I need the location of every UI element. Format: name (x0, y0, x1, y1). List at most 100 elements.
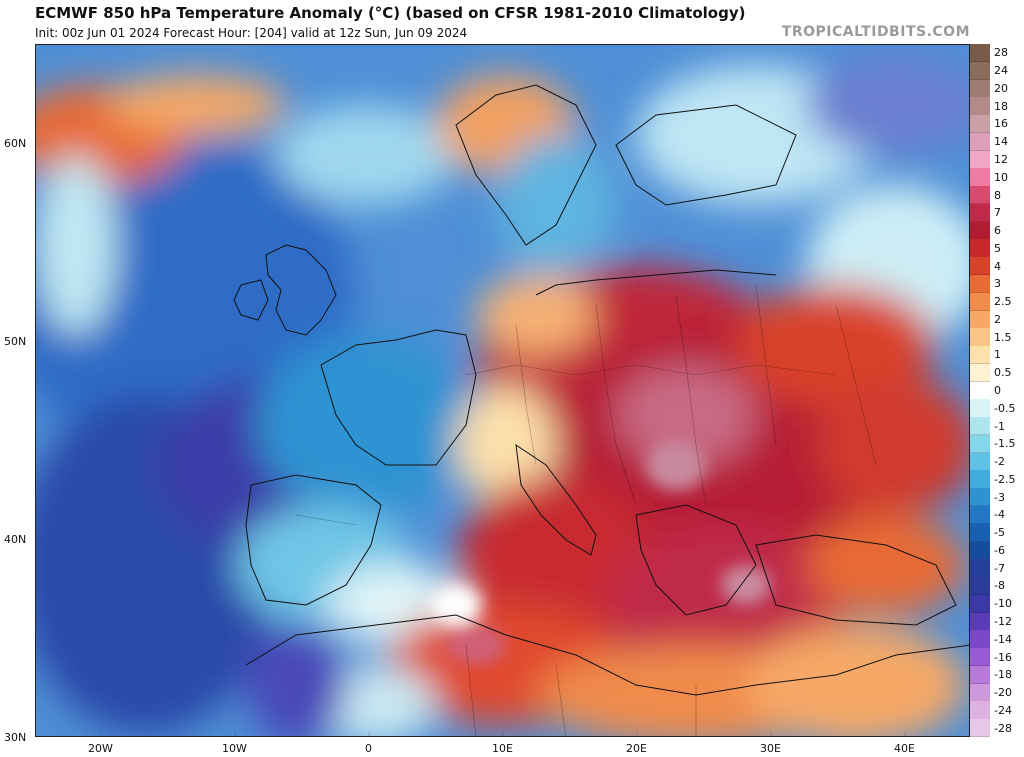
colorbar-swatch (970, 257, 990, 276)
colorbar-label: 8 (994, 188, 1001, 202)
france-coast (320, 329, 477, 466)
colorbar-label: -18 (994, 668, 1012, 682)
colorbar-label: 1 (994, 348, 1001, 362)
colorbar-swatch (970, 434, 990, 454)
colorbar-swatch (970, 132, 990, 152)
colorbar-label: 0.5 (994, 366, 1012, 380)
colorbar-swatch (970, 399, 990, 418)
lon-label-10e: 10E (492, 742, 513, 755)
colorbar-swatch (970, 648, 990, 667)
colorbar-label: 7 (994, 206, 1001, 220)
lon-label-10w: 10W (222, 742, 247, 755)
lon-label-30e: 30E (760, 742, 781, 755)
lat-label-60n: 60N (4, 137, 27, 150)
colorbar-label: -1.5 (994, 437, 1016, 451)
colorbar-swatch (970, 506, 990, 525)
run-info: Init: 00z Jun 01 2024 Forecast Hour: [20… (35, 26, 468, 40)
borders (295, 284, 877, 736)
colorbar-swatch (970, 683, 990, 702)
colorbar-label: -10 (994, 597, 1012, 611)
italy-coast (515, 443, 597, 556)
colorbar-swatch (970, 577, 990, 596)
colorbar-swatch (970, 612, 990, 631)
lon-label-20w: 20W (88, 742, 113, 755)
colorbar-label: 12 (994, 153, 1008, 166)
colorbar-swatch (970, 701, 990, 720)
colorbar-label: -28 (994, 721, 1012, 735)
lon-label-0: 0 (365, 742, 372, 755)
iberia-coast (245, 474, 382, 606)
finland-coast (615, 104, 797, 206)
colorbar-label: 16 (994, 117, 1008, 131)
colorbar-swatch (970, 665, 990, 685)
colorbar-swatch (970, 115, 990, 134)
colorbar-label: -0.5 (994, 401, 1016, 415)
colorbar-swatch (970, 346, 990, 365)
colorbar-label: -1 (994, 419, 1005, 433)
colorbar-label: 6 (994, 224, 1001, 238)
colorbar-label: 0 (994, 384, 1001, 397)
colorbar-label: 2.5 (994, 295, 1012, 309)
anomaly-field (36, 55, 969, 736)
colorbar-label: 3 (994, 277, 1001, 291)
lon-label-40e: 40E (894, 742, 915, 755)
lat-label-40n: 40N (4, 533, 27, 546)
colorbar-label: -16 (994, 650, 1012, 664)
colorbar-label: 4 (994, 259, 1001, 273)
colorbar-swatch (970, 719, 990, 738)
colorbar-swatch (970, 44, 990, 63)
colorbar: 28 24 20 18 16 14 12 10 8 7 6 5 4 3 2.5 2 1.5 1 0.5 0 -0.5 -1… (970, 44, 1024, 738)
north-africa-coast (245, 614, 969, 696)
balkans-coast (635, 504, 757, 616)
colorbar-swatch (970, 292, 990, 312)
colorbar-label: -6 (994, 543, 1005, 557)
colorbar-label: 28 (994, 46, 1008, 60)
colorbar-label: -20 (994, 686, 1012, 700)
lat-label-30n: 30N (4, 731, 27, 744)
colorbar-swatch (970, 594, 990, 614)
colorbar-swatch (970, 328, 990, 347)
colorbar-swatch (970, 452, 990, 471)
colorbar-swatch (970, 559, 990, 578)
chart-title: ECMWF 850 hPa Temperature Anomaly (°C) (… (35, 4, 746, 22)
colorbar-swatch (970, 168, 990, 187)
ireland-coast (233, 279, 269, 321)
lon-label-20e: 20E (626, 742, 647, 755)
colorbar-label: -8 (994, 579, 1005, 593)
anatolia-coast (755, 534, 957, 626)
colorbar-swatch (970, 417, 990, 436)
colorbar-swatch (970, 275, 990, 294)
colorbar-swatch (970, 186, 990, 205)
colorbar-label: -4 (994, 508, 1005, 522)
baltic-coast (535, 269, 777, 296)
colorbar-swatch (970, 221, 990, 240)
colorbar-label: 14 (994, 135, 1008, 149)
colorbar-label: -2 (994, 455, 1005, 469)
colorbar-swatch (970, 381, 990, 400)
colorbar-label: -12 (994, 615, 1012, 628)
colorbar-swatch (970, 541, 990, 560)
colorbar-swatch (970, 523, 990, 543)
anomaly-detail (431, 440, 771, 665)
colorbar-swatch (970, 203, 990, 223)
great-britain-coast (265, 244, 337, 336)
colorbar-label: 5 (994, 241, 1001, 255)
colorbar-label: 1.5 (994, 330, 1012, 344)
anomaly-map (35, 44, 970, 737)
scandinavia-coast (455, 84, 597, 246)
colorbar-label: 24 (994, 64, 1008, 78)
colorbar-swatch (970, 630, 990, 649)
colorbar-label: -5 (994, 526, 1005, 540)
colorbar-swatch (970, 239, 990, 258)
colorbar-label: 20 (994, 81, 1008, 95)
brand-watermark: TROPICALTIDBITS.COM (781, 24, 970, 40)
colorbar-swatch (970, 363, 990, 383)
colorbar-swatch (970, 488, 990, 507)
colorbar-label: -14 (994, 632, 1012, 646)
colorbar-swatch (970, 97, 990, 116)
coastlines (233, 84, 969, 696)
colorbar-label: 2 (994, 312, 1001, 326)
colorbar-swatch (970, 79, 990, 98)
colorbar-label: -7 (994, 561, 1005, 575)
grid-ticks (36, 143, 906, 736)
